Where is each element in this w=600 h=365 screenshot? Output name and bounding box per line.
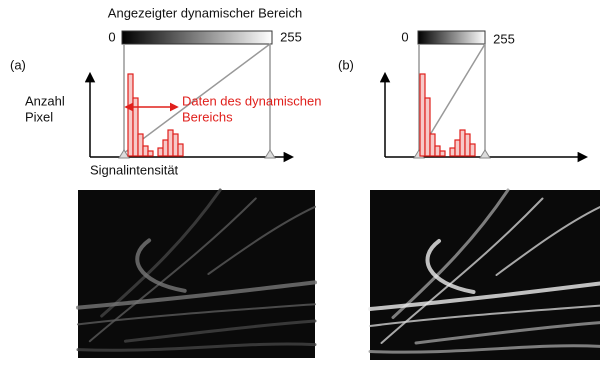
- range-min: 0: [401, 29, 408, 44]
- image-b-structures: [368, 188, 600, 354]
- histogram: [127, 73, 184, 157]
- shape: [77, 303, 316, 326]
- shape: [132, 97, 139, 157]
- shape: [135, 238, 187, 293]
- shape: [207, 205, 316, 275]
- shape: [469, 143, 476, 157]
- shape: [123, 319, 317, 343]
- shape: [142, 145, 149, 157]
- shape: [425, 239, 476, 294]
- shape: [464, 133, 471, 157]
- shape: [391, 188, 510, 319]
- y-axis-label: Anzahl: [25, 93, 65, 108]
- shape: [137, 133, 144, 157]
- histogram: [419, 73, 476, 157]
- gradient-bar: [417, 30, 486, 45]
- shape: [369, 304, 600, 327]
- panel-b: (b) 0 255: [338, 29, 589, 163]
- shape: [88, 197, 257, 343]
- shape: [368, 344, 600, 354]
- image-b: [370, 190, 600, 360]
- shape: [162, 139, 169, 157]
- panel-label: (b): [338, 57, 354, 72]
- shape: [495, 206, 600, 276]
- shape: [429, 133, 436, 157]
- shape: [100, 188, 222, 318]
- y-axis-label: Pixel: [25, 109, 53, 124]
- shape: [414, 321, 600, 345]
- shape: [127, 73, 134, 157]
- shape: [76, 342, 317, 352]
- shape: [172, 133, 179, 157]
- image-a: [78, 190, 315, 358]
- annotation: Bereichs: [182, 109, 233, 124]
- shape: [439, 150, 446, 157]
- title: Angezeigter dynamischer Bereich: [108, 5, 302, 20]
- range-max: 255: [493, 31, 515, 46]
- shape: [419, 73, 426, 157]
- x-axis-label: Signalintensität: [90, 162, 179, 177]
- range-handles: [118, 149, 276, 159]
- panel-label: (a): [10, 57, 26, 72]
- shape: [147, 150, 154, 157]
- image-a-structures: [76, 188, 317, 352]
- shape: [454, 139, 461, 157]
- shape: [157, 147, 164, 157]
- shape: [380, 197, 544, 344]
- shape: [434, 145, 441, 157]
- range-max: 255: [280, 29, 302, 44]
- range-lines: [123, 43, 271, 154]
- gradient-bar: [121, 30, 273, 45]
- shape: [167, 129, 174, 157]
- shape: [368, 281, 600, 311]
- shape: [449, 147, 456, 157]
- annotation: Daten des dynamischen: [182, 93, 321, 108]
- shape: [424, 97, 431, 157]
- range-min: 0: [108, 29, 115, 44]
- shape: [177, 143, 184, 157]
- panel-a: (a) 0 255 Anzahl Pixel Signalintensität …: [10, 29, 321, 177]
- shape: [459, 129, 466, 157]
- shape: [76, 280, 317, 310]
